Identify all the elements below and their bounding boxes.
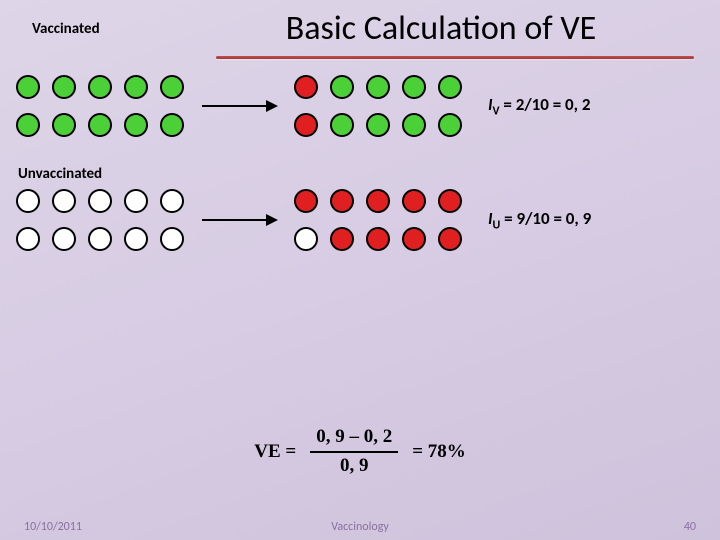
green-dot: [88, 75, 112, 99]
title-underline: [216, 56, 694, 59]
white-dot: [124, 189, 148, 213]
unvaccinated-label: Unvaccinated: [18, 165, 720, 183]
formula-denominator: 0, 9: [334, 453, 375, 478]
incidence-vaccinated: IV = 2/10 = 0, 2: [488, 94, 591, 118]
white-dot: [124, 227, 148, 251]
dot-row: [16, 227, 184, 251]
red-dot: [438, 227, 462, 251]
green-dot: [52, 75, 76, 99]
slide-footer: 10/10/2011 Vaccinology 40: [0, 520, 720, 534]
dot-row: [294, 75, 462, 99]
incidence-unvaccinated: IU = 9/10 = 0, 9: [488, 208, 591, 232]
green-dot: [124, 113, 148, 137]
formula-fraction: 0, 9 – 0, 2 0, 9: [310, 426, 398, 478]
unvaccinated-rows: IU = 9/10 = 0, 9: [16, 189, 720, 251]
white-dot: [160, 189, 184, 213]
vaccinated-label: Vaccinated: [32, 20, 202, 38]
red-dot: [366, 227, 390, 251]
green-dot: [366, 75, 390, 99]
arrow-wrap: [184, 219, 294, 221]
slide-title: Basic Calculation of VE: [202, 8, 680, 49]
white-dot: [88, 189, 112, 213]
white-dot: [52, 189, 76, 213]
vaccinated-rows: IV = 2/10 = 0, 2: [16, 75, 720, 137]
dot-row: [294, 227, 462, 251]
white-dot: [160, 227, 184, 251]
green-dot: [16, 75, 40, 99]
formula-lhs: VE =: [254, 441, 296, 463]
green-dot: [160, 75, 184, 99]
green-dot: [402, 75, 426, 99]
arrow-wrap: [184, 105, 294, 107]
vaccinated-block: IV = 2/10 = 0, 2: [16, 75, 720, 137]
footer-center: Vaccinology: [0, 520, 720, 534]
green-dot: [438, 113, 462, 137]
green-dot: [366, 113, 390, 137]
red-dot: [294, 189, 318, 213]
ve-formula: VE = 0, 9 – 0, 2 0, 9 = 78%: [0, 426, 720, 478]
red-dot: [294, 75, 318, 99]
red-dot: [402, 227, 426, 251]
unvaccinated-block: IU = 9/10 = 0, 9: [16, 189, 720, 251]
green-dot: [160, 113, 184, 137]
arrow-icon: [202, 219, 276, 221]
formula-result: = 78%: [412, 441, 466, 463]
title-row: Vaccinated Basic Calculation of VE: [0, 0, 720, 49]
green-dot: [438, 75, 462, 99]
red-dot: [330, 189, 354, 213]
white-dot: [16, 189, 40, 213]
unvaccinated-before: [16, 189, 184, 251]
vaccinated-before: [16, 75, 184, 137]
dot-row: [294, 113, 462, 137]
dot-row: [16, 75, 184, 99]
red-dot: [330, 227, 354, 251]
red-dot: [438, 189, 462, 213]
white-dot: [16, 227, 40, 251]
green-dot: [330, 75, 354, 99]
green-dot: [124, 75, 148, 99]
white-dot: [52, 227, 76, 251]
green-dot: [330, 113, 354, 137]
white-dot: [88, 227, 112, 251]
green-dot: [402, 113, 426, 137]
red-dot: [366, 189, 390, 213]
dot-row: [16, 113, 184, 137]
red-dot: [402, 189, 426, 213]
vaccinated-after: [294, 75, 462, 137]
green-dot: [88, 113, 112, 137]
dot-row: [16, 189, 184, 213]
red-dot: [294, 113, 318, 137]
unvaccinated-after: [294, 189, 462, 251]
dot-row: [294, 189, 462, 213]
white-dot: [294, 227, 318, 251]
green-dot: [52, 113, 76, 137]
arrow-icon: [202, 105, 276, 107]
green-dot: [16, 113, 40, 137]
formula-numerator: 0, 9 – 0, 2: [310, 426, 398, 451]
